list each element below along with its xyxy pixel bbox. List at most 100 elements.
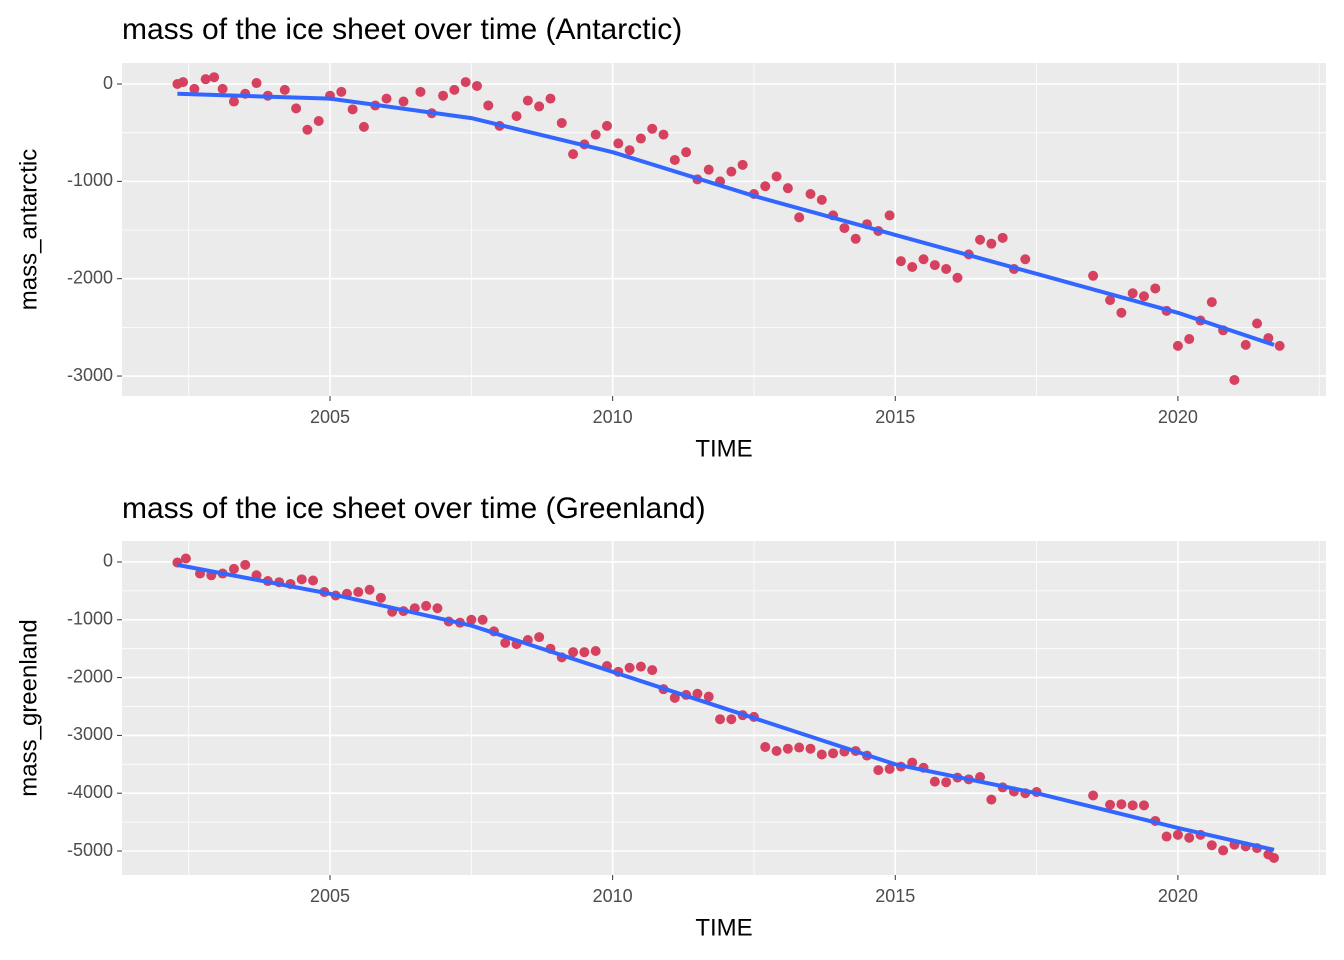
point	[1252, 318, 1263, 329]
x-tick-label: 2005	[310, 407, 350, 427]
point	[737, 159, 748, 170]
point	[590, 646, 601, 657]
point	[816, 749, 827, 760]
point	[364, 584, 375, 595]
point	[647, 123, 658, 134]
point	[726, 714, 737, 725]
point	[308, 575, 319, 586]
point	[398, 96, 409, 107]
x-tick-label: 2015	[875, 886, 915, 906]
point	[511, 111, 522, 122]
point	[1088, 270, 1099, 281]
point	[613, 138, 624, 149]
point	[647, 665, 658, 676]
point	[839, 223, 850, 234]
point	[313, 116, 324, 127]
y-tick-label: -3000	[67, 724, 113, 744]
point	[279, 84, 290, 95]
point	[460, 77, 471, 88]
point	[884, 210, 895, 221]
x-tick-label: 2005	[310, 886, 350, 906]
point	[907, 757, 918, 768]
point	[771, 746, 782, 757]
point	[782, 743, 793, 754]
point	[1268, 852, 1279, 863]
point	[782, 183, 793, 194]
point	[1218, 845, 1229, 856]
point	[466, 614, 477, 625]
point	[794, 212, 805, 223]
point	[483, 100, 494, 111]
x-tick-label: 2020	[1158, 407, 1198, 427]
point	[986, 794, 997, 805]
point	[178, 77, 189, 88]
point	[941, 777, 952, 788]
point	[477, 614, 488, 625]
y-tick-label: -5000	[67, 840, 113, 860]
point	[449, 84, 460, 95]
point	[1172, 340, 1183, 351]
y-tick-label: 0	[103, 73, 113, 93]
point	[432, 603, 443, 614]
point	[975, 234, 986, 245]
point	[771, 171, 782, 182]
point	[251, 78, 262, 89]
point	[1229, 374, 1240, 385]
point	[240, 559, 251, 570]
point	[1206, 297, 1217, 308]
point	[715, 714, 726, 725]
point	[1105, 799, 1116, 810]
x-tick-label: 2020	[1158, 886, 1198, 906]
y-tick-label: -3000	[67, 365, 113, 385]
point	[228, 563, 239, 574]
point	[1116, 799, 1127, 810]
point	[805, 743, 816, 754]
point	[302, 124, 313, 135]
point	[375, 592, 386, 603]
point	[291, 103, 302, 114]
point	[658, 129, 669, 140]
trend-line	[177, 562, 1275, 852]
point	[590, 129, 601, 140]
point	[568, 149, 579, 160]
point	[200, 74, 211, 85]
point	[635, 661, 646, 672]
point	[534, 101, 545, 112]
point	[217, 83, 228, 94]
point	[1274, 340, 1285, 351]
point	[1172, 829, 1183, 840]
point	[522, 95, 533, 106]
point	[1240, 339, 1251, 350]
y-tick-label: -2000	[67, 267, 113, 287]
point	[1116, 307, 1127, 318]
chart-title: mass of the ice sheet over time (Antarct…	[122, 13, 682, 46]
y-tick-label: -4000	[67, 782, 113, 802]
point	[500, 637, 511, 648]
point	[347, 104, 358, 115]
point	[381, 93, 392, 104]
x-axis-title: TIME	[695, 914, 752, 941]
point	[438, 90, 449, 101]
point	[209, 72, 220, 83]
point	[1127, 800, 1138, 811]
point	[997, 232, 1008, 243]
point	[1127, 288, 1138, 299]
point	[1184, 832, 1195, 843]
point	[816, 194, 827, 205]
point	[929, 776, 940, 787]
point	[681, 147, 692, 158]
point	[669, 154, 680, 165]
point	[1138, 291, 1149, 302]
point	[884, 763, 895, 774]
y-axis-title: mass_greenland	[15, 619, 42, 796]
point	[358, 121, 369, 132]
point	[760, 181, 771, 192]
trend-line	[177, 91, 1275, 347]
point	[828, 748, 839, 759]
point	[1105, 295, 1116, 306]
point	[421, 600, 432, 611]
chart-title: mass of the ice sheet over time (Greenla…	[122, 492, 706, 525]
point	[624, 662, 635, 673]
